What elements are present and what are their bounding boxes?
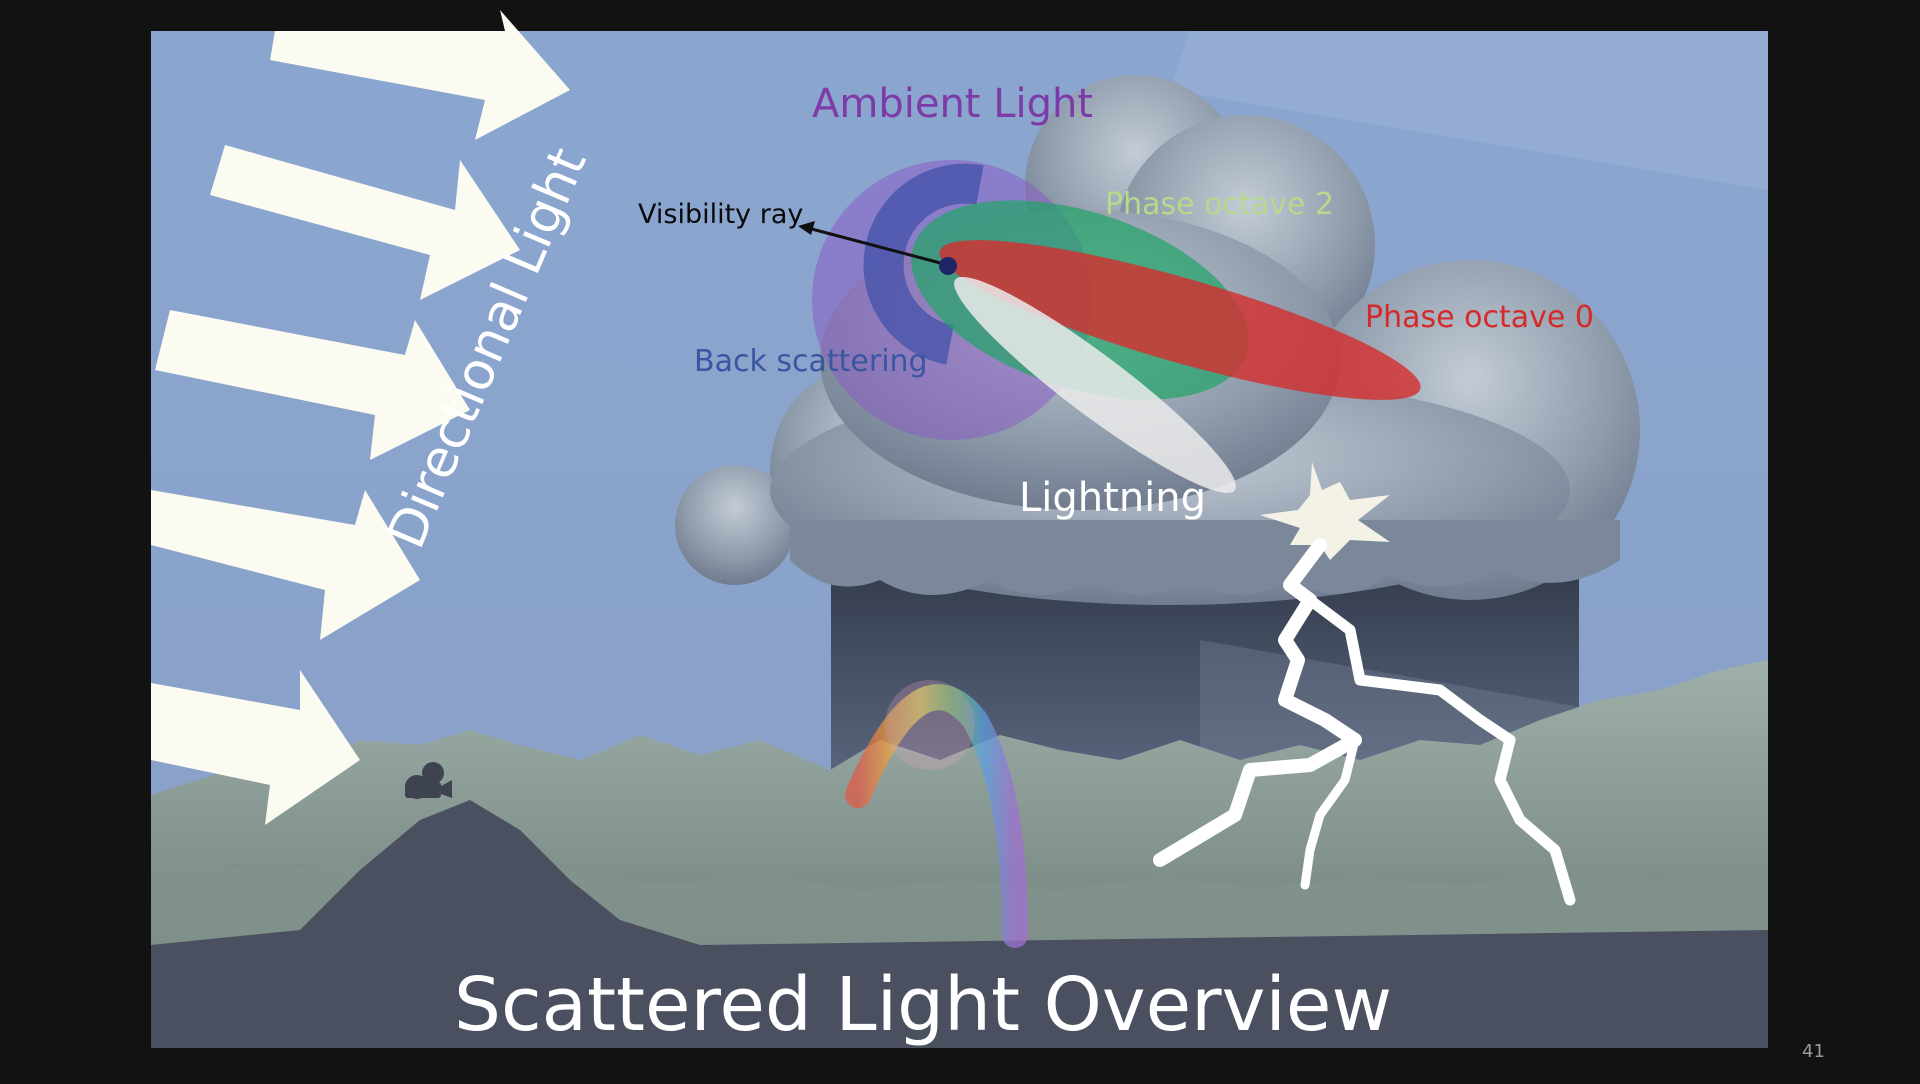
phase-octave-0-label: Phase octave 0 xyxy=(1365,300,1594,335)
visibility-ray-arrowhead xyxy=(798,221,815,235)
phase-octave-2-label: Phase octave 2 xyxy=(1105,187,1334,222)
back-scattering-label: Back scattering xyxy=(694,344,928,379)
lightning-flash xyxy=(1260,462,1390,560)
camera-icon xyxy=(405,762,452,799)
lightning-label: Lightning xyxy=(1019,475,1207,521)
arrow-5 xyxy=(151,670,360,825)
arrow-3 xyxy=(155,310,470,460)
foreground-ground xyxy=(151,800,1768,1048)
phase-octave-0-lobe xyxy=(939,240,1421,400)
back-scattering-lobe xyxy=(863,163,984,365)
sample-point xyxy=(939,257,957,275)
lightning-bolt xyxy=(1153,538,1576,906)
arrow-1 xyxy=(270,10,570,140)
directional-light-arrows xyxy=(151,10,570,825)
ambient-light-label: Ambient Light xyxy=(812,81,1094,127)
slide-title: Scattered Light Overview xyxy=(454,962,1392,1048)
visibility-ray-label: Visibility ray xyxy=(638,199,804,230)
rainbow xyxy=(845,680,1028,948)
visibility-ray-line xyxy=(807,226,949,267)
page-number: 41 xyxy=(1802,1041,1825,1062)
lightning-lobe xyxy=(954,276,1236,494)
arrow-4 xyxy=(151,490,420,640)
light-streak xyxy=(1170,31,1768,190)
arrow-2 xyxy=(210,145,520,300)
